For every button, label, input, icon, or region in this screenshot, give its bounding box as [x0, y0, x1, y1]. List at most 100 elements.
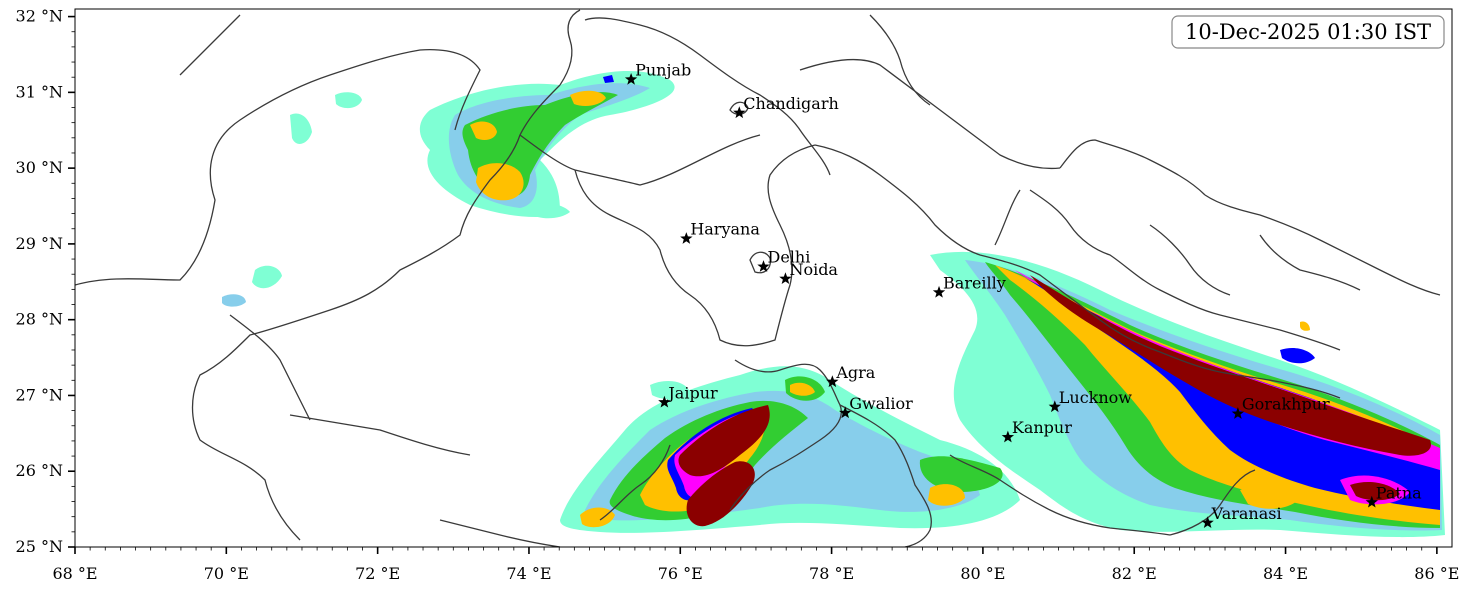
x-tick-label: 78 °E — [809, 564, 854, 583]
city-marker: Patna — [1365, 483, 1422, 508]
rain-cell — [1240, 485, 1300, 509]
city-marker: Punjab — [624, 60, 691, 85]
rain-cell — [222, 294, 246, 307]
city-label: Kanpur — [1012, 418, 1072, 437]
rain-cell — [476, 163, 524, 201]
x-tick-label: 76 °E — [658, 564, 703, 583]
city-marker: Lucknow — [1048, 388, 1133, 413]
state-border — [229, 314, 311, 421]
y-tick-label: 26 °N — [16, 461, 63, 480]
star-icon — [932, 285, 946, 298]
city-marker: Jaipur — [658, 383, 718, 408]
star-icon — [1201, 516, 1214, 529]
city-label: Bareilly — [943, 273, 1006, 292]
city-marker: Haryana — [680, 220, 760, 244]
city-marker: Agra — [826, 363, 876, 388]
city-label: Patna — [1376, 483, 1422, 502]
city-label: Chandigarh — [743, 94, 838, 113]
state-border — [439, 519, 561, 547]
star-icon — [680, 232, 693, 244]
x-tick-label: 70 °E — [204, 564, 249, 583]
rain-cell — [603, 75, 614, 83]
city-marker: Gwalior — [839, 394, 913, 419]
state-border — [949, 454, 1171, 536]
state-border — [559, 9, 581, 86]
precipitation-layer — [222, 70, 1445, 538]
city-label: Agra — [835, 363, 875, 382]
city-marker: Delhi — [757, 248, 810, 272]
star-icon — [779, 272, 792, 285]
y-tick-label: 32 °N — [16, 7, 63, 26]
rain-cell — [650, 380, 690, 400]
star-icon — [1001, 430, 1015, 443]
star-icon — [1365, 495, 1378, 508]
state-border — [799, 58, 1061, 170]
city-marker: Chandigarh — [733, 94, 839, 119]
rain-cell — [335, 92, 362, 109]
state-border — [1204, 194, 1441, 296]
state-border — [729, 101, 749, 115]
rain-cell — [252, 265, 282, 289]
city-label: Noida — [789, 260, 838, 279]
city-marker: Varanasi — [1201, 504, 1282, 529]
y-tick-label: 25 °N — [16, 537, 63, 556]
x-tick-label: 80 °E — [960, 564, 1005, 583]
x-tick-label: 84 °E — [1263, 564, 1308, 583]
city-label: Punjab — [635, 60, 691, 79]
state-border — [289, 414, 471, 456]
boundary-lines — [75, 9, 1441, 547]
y-tick-label: 27 °N — [16, 385, 63, 404]
city-label: Haryana — [690, 220, 760, 239]
rain-cell — [678, 405, 770, 477]
rain-cell — [790, 382, 815, 396]
rain-cell — [530, 202, 570, 219]
rain-cell — [928, 484, 965, 506]
rain-cell — [1350, 481, 1400, 501]
state-border — [1149, 224, 1231, 296]
state-border — [749, 251, 771, 274]
star-icon — [658, 395, 671, 408]
star-icon — [757, 260, 770, 272]
y-tick-label: 28 °N — [16, 310, 63, 329]
x-tick-label: 72 °E — [355, 564, 400, 583]
state-border — [1259, 234, 1361, 291]
rain-cell — [919, 456, 1003, 492]
city-label: Lucknow — [1059, 388, 1133, 407]
timestamp-box: 10-Dec-2025 01:30 IST — [1171, 15, 1445, 49]
rain-cell — [686, 461, 755, 527]
city-label: Delhi — [768, 248, 811, 267]
state-border — [584, 17, 831, 176]
rain-cell — [1280, 347, 1315, 364]
plot-frame — [74, 8, 1453, 548]
rain-cell — [1030, 275, 1431, 456]
city-label: Gwalior — [849, 394, 913, 413]
state-border — [814, 144, 1341, 399]
city-marker: Bareilly — [932, 273, 1006, 298]
x-tick-label: 74 °E — [506, 564, 551, 583]
state-border — [179, 14, 241, 76]
city-label: Varanasi — [1211, 504, 1282, 523]
city-marker: Noida — [779, 260, 838, 285]
rain-cell — [580, 507, 615, 528]
y-tick-label: 31 °N — [16, 82, 63, 101]
country-border — [191, 84, 561, 541]
state-border — [599, 444, 671, 521]
y-tick-label: 29 °N — [16, 234, 63, 253]
rain-cell — [290, 113, 312, 144]
country-border — [75, 49, 481, 286]
state-border — [994, 189, 1021, 246]
y-axis: 32 °N 31 °N 30 °N 29 °N 28 °N 27 °N 26 °N 25 °N — [16, 7, 75, 556]
star-icon — [624, 72, 638, 85]
state-border — [869, 14, 931, 106]
x-tick-label: 82 °E — [1112, 564, 1157, 583]
state-border — [574, 144, 816, 347]
star-icon — [1231, 407, 1245, 419]
star-icon — [1048, 400, 1061, 413]
city-marker: Gorakhpur — [1231, 395, 1330, 419]
state-border — [1059, 139, 1206, 196]
state-border — [839, 404, 932, 547]
state-border — [1169, 469, 1256, 536]
city-label: Jaipur — [666, 383, 718, 402]
